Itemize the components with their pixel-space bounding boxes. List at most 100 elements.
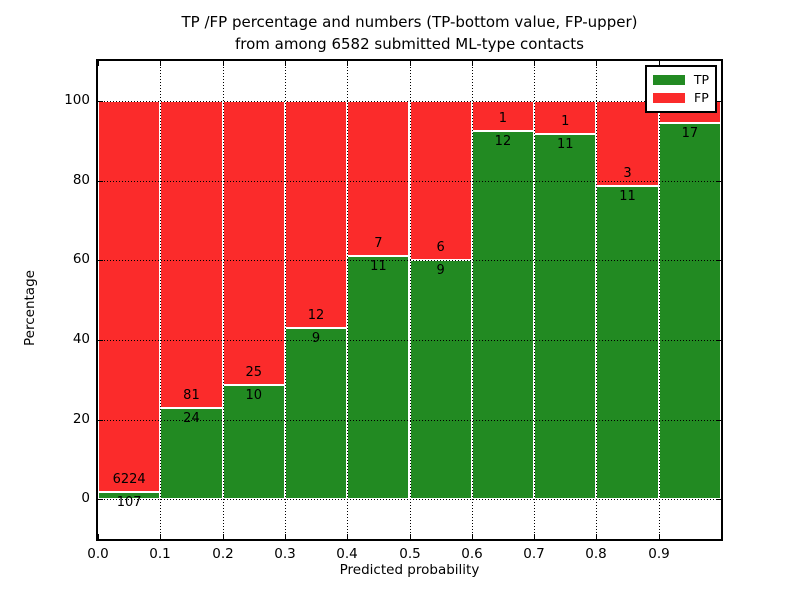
- vertical-gridline: [160, 61, 161, 539]
- bar-segment-tp: [347, 255, 410, 500]
- y-tick-label: 40: [72, 331, 90, 347]
- vertical-gridline: [223, 61, 224, 539]
- bar-segment-tp: [534, 134, 597, 500]
- x-tick-mark-bottom: [347, 534, 348, 539]
- tp-count-label: 17: [681, 125, 699, 141]
- legend-item-fp: FP: [653, 90, 709, 106]
- bar-segment-fp: [471, 100, 535, 132]
- x-tick-label: 0.6: [461, 546, 483, 562]
- x-tick-label: 0.4: [336, 546, 358, 562]
- bar-segment-fp: [160, 100, 223, 409]
- x-tick-mark-bottom: [98, 534, 99, 539]
- x-tick-label: 0.7: [523, 546, 545, 562]
- tp-count-label: 11: [370, 258, 387, 274]
- fp-swatch-icon: [653, 93, 685, 104]
- x-tick-mark-bottom: [285, 534, 286, 539]
- x-tick-mark-bottom: [659, 534, 660, 539]
- y-tick-mark-left: [98, 101, 103, 102]
- x-tick-mark-top: [160, 61, 161, 66]
- x-tick-label: 0.5: [399, 546, 421, 562]
- bar-segment-fp: [534, 100, 597, 135]
- y-tick-mark-left: [98, 340, 103, 341]
- fp-count-label: 81: [183, 388, 200, 404]
- x-tick-mark-top: [472, 61, 473, 66]
- y-tick-mark-left: [98, 181, 103, 182]
- tp-count-label: 12: [494, 134, 512, 150]
- fp-count-label: 1: [561, 114, 570, 130]
- fp-count-label: 3: [623, 166, 632, 182]
- y-tick-mark-right: [716, 101, 721, 102]
- fp-count-label: 6: [436, 240, 445, 256]
- vertical-gridline: [410, 61, 411, 539]
- fp-count-label: 25: [245, 365, 263, 381]
- y-tick-mark-right: [716, 181, 721, 182]
- x-tick-mark-top: [410, 61, 411, 66]
- x-tick-mark-bottom: [596, 534, 597, 539]
- y-tick-mark-right: [716, 420, 721, 421]
- y-tick-label: 0: [81, 490, 90, 506]
- x-tick-label: 0.3: [274, 546, 296, 562]
- horizontal-gridline: [98, 181, 721, 182]
- y-tick-label: 80: [72, 172, 90, 188]
- y-tick-mark-right: [716, 260, 721, 261]
- bar-segment-fp: [409, 100, 472, 261]
- bar-segment-tp: [222, 385, 285, 500]
- fp-count-label: 1: [498, 111, 508, 127]
- x-tick-mark-top: [98, 61, 99, 66]
- bar-segment-tp: [98, 492, 161, 500]
- bar-segment-tp: [658, 122, 721, 500]
- legend-label-tp: TP: [693, 71, 709, 87]
- horizontal-gridline: [98, 499, 721, 500]
- horizontal-gridline: [98, 260, 721, 261]
- y-tick-mark-right: [716, 499, 721, 500]
- x-tick-label: 0.2: [212, 546, 234, 562]
- tp-swatch-icon: [653, 74, 685, 85]
- x-tick-mark-bottom: [223, 534, 224, 539]
- bar-segment-fp: [98, 100, 161, 493]
- tp-count-label: 9: [311, 331, 321, 347]
- x-tick-mark-bottom: [410, 534, 411, 539]
- y-tick-label: 20: [72, 411, 90, 427]
- bar-segment-tp: [596, 186, 659, 500]
- horizontal-gridline: [98, 420, 721, 421]
- x-tick-label: 0.1: [149, 546, 171, 562]
- plot-border: [96, 59, 723, 541]
- x-tick-mark-top: [534, 61, 535, 66]
- x-tick-mark-top: [596, 61, 597, 66]
- vertical-gridline: [534, 61, 535, 539]
- y-tick-mark-left: [98, 260, 103, 261]
- x-tick-mark-top: [659, 61, 660, 66]
- legend-item-tp: TP: [653, 72, 709, 88]
- x-axis-label: Predicted probability: [339, 562, 480, 578]
- vertical-gridline: [285, 61, 286, 539]
- legend-label-fp: FP: [694, 90, 709, 106]
- x-tick-label: 0.8: [585, 546, 607, 562]
- fp-count-label: 12: [307, 308, 325, 324]
- x-tick-label: 0.9: [648, 546, 670, 562]
- vertical-gridline: [347, 61, 348, 539]
- legend: TP FP: [645, 65, 717, 113]
- horizontal-gridline: [98, 101, 721, 102]
- chart-title-line2: from among 6582 submitted ML-type contac…: [235, 35, 584, 53]
- y-tick-label: 100: [64, 92, 90, 108]
- tp-count-label: 11: [619, 189, 636, 205]
- tp-count-label: 10: [245, 388, 263, 404]
- tp-count-label: 11: [556, 137, 574, 153]
- bar-segment-tp: [409, 260, 472, 500]
- y-tick-label: 60: [72, 251, 90, 267]
- tp-count-label: 9: [436, 263, 445, 279]
- y-tick-mark-right: [716, 340, 721, 341]
- chart-title: TP /FP percentage and numbers (TP-bottom…: [98, 11, 721, 55]
- fp-count-label: 7: [374, 235, 383, 251]
- vertical-gridline: [596, 61, 597, 539]
- tp-count-label: 24: [183, 411, 200, 427]
- x-tick-mark-top: [223, 61, 224, 66]
- chart-title-line1: TP /FP percentage and numbers (TP-bottom…: [181, 13, 638, 31]
- x-tick-mark-bottom: [160, 534, 161, 539]
- vertical-gridline: [659, 61, 660, 539]
- horizontal-gridline: [98, 340, 721, 341]
- y-axis-label: Percentage: [22, 270, 38, 346]
- x-tick-mark-top: [285, 61, 286, 66]
